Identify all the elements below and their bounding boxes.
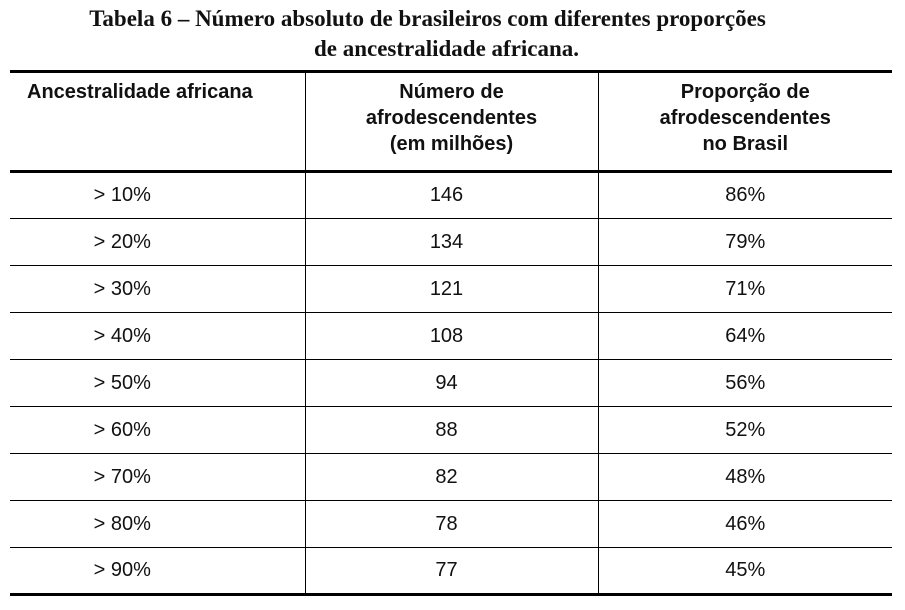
cell-proportion: 56%: [598, 359, 892, 407]
table-row: > 90% 77 45%: [10, 547, 892, 596]
cell-ancestry: > 50%: [10, 359, 306, 407]
cell-ancestry: > 10%: [10, 171, 306, 219]
cell-proportion: 64%: [598, 312, 892, 360]
table-title-line-2: de ancestralidade africana.: [313, 36, 580, 61]
header-ancestry: Ancestralidade africana: [10, 70, 306, 173]
header-number: Número de afrodescendentes (em milhões): [305, 70, 599, 173]
cell-proportion: 52%: [598, 406, 892, 454]
cell-ancestry: > 80%: [10, 500, 306, 548]
cell-number: 108: [305, 312, 599, 360]
cell-proportion: 46%: [598, 500, 892, 548]
table-row: > 50% 94 56%: [10, 359, 892, 407]
header-proportion-line-2: afrodescendentes: [659, 107, 831, 129]
cell-ancestry: > 30%: [10, 265, 306, 313]
cell-number: 78: [305, 500, 599, 548]
table-header-row: Ancestralidade africana Número de afrode…: [10, 70, 892, 173]
cell-number: 88: [305, 406, 599, 454]
cell-proportion: 48%: [598, 453, 892, 501]
cell-ancestry: > 40%: [10, 312, 306, 360]
table-row: > 20% 134 79%: [10, 218, 892, 266]
header-number-line-2: afrodescendentes: [365, 107, 538, 129]
header-number-line-3: (em milhões): [389, 133, 514, 155]
table-row: > 80% 78 46%: [10, 500, 892, 548]
ancestry-table: Ancestralidade africana Número de afrode…: [10, 70, 892, 596]
cell-ancestry: > 90%: [10, 547, 306, 596]
cell-ancestry: > 60%: [10, 406, 306, 454]
cell-proportion: 86%: [598, 171, 892, 219]
cell-number: 77: [305, 547, 599, 596]
table-title: Tabela 6 – Número absoluto de brasileiro…: [0, 4, 905, 64]
table-row: > 70% 82 48%: [10, 453, 892, 501]
table-row: > 10% 146 86%: [10, 171, 892, 219]
cell-number: 146: [305, 171, 599, 219]
header-proportion: Proporção de afrodescendentes no Brasil: [598, 70, 892, 173]
table-row: > 30% 121 71%: [10, 265, 892, 313]
cell-number: 94: [305, 359, 599, 407]
cell-proportion: 79%: [598, 218, 892, 266]
header-proportion-line-1: Proporção de: [680, 81, 810, 103]
cell-ancestry: > 20%: [10, 218, 306, 266]
header-number-line-1: Número de: [399, 81, 504, 103]
header-proportion-line-3: no Brasil: [702, 133, 789, 155]
table-title-line-1: Tabela 6 – Número absoluto de brasileiro…: [89, 6, 766, 31]
table-row: > 40% 108 64%: [10, 312, 892, 360]
cell-proportion: 45%: [598, 547, 892, 596]
table-row: > 60% 88 52%: [10, 406, 892, 454]
cell-proportion: 71%: [598, 265, 892, 313]
cell-number: 134: [305, 218, 599, 266]
cell-ancestry: > 70%: [10, 453, 306, 501]
cell-number: 82: [305, 453, 599, 501]
header-ancestry-line: Ancestralidade africana: [27, 81, 253, 103]
cell-number: 121: [305, 265, 599, 313]
